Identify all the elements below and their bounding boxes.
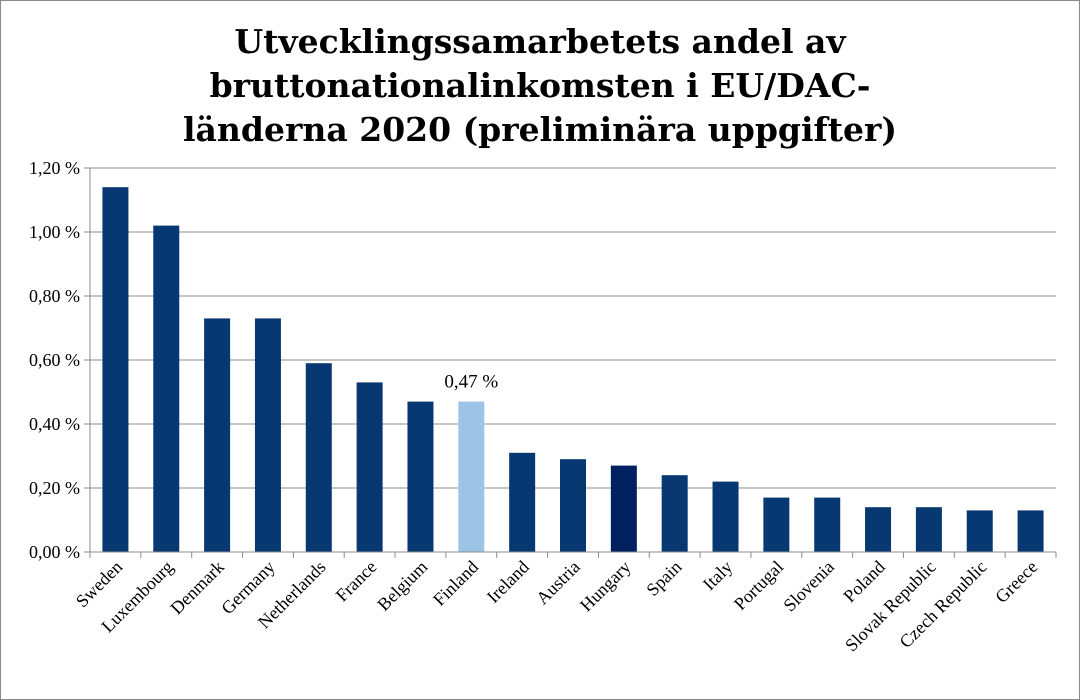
x-tick-label: Slovenia <box>779 557 838 616</box>
x-tick-label: Spain <box>642 557 685 600</box>
bar-poland <box>865 507 892 552</box>
bar-portugal <box>763 497 790 552</box>
x-tick-label: Poland <box>839 557 889 607</box>
x-tick-label: Ireland <box>483 557 533 607</box>
bar-sweden <box>102 187 129 552</box>
y-tick-label: 1,20 % <box>29 158 80 178</box>
bar-hungary <box>610 465 637 552</box>
bar-slovak-republic <box>915 507 942 552</box>
annotations: 0,47 % <box>444 372 498 393</box>
bar-finland <box>458 401 485 552</box>
x-axis-labels: SwedenLuxembourgDenmarkGermanyNetherland… <box>72 552 1057 656</box>
axes <box>89 168 1056 553</box>
bar-greece <box>1017 510 1044 552</box>
bar-spain <box>661 475 688 552</box>
x-tick-label: Belgium <box>373 557 431 615</box>
data-label: 0,47 % <box>444 372 498 393</box>
chart-title-line-1: Utvecklingssamarbetets andel av <box>234 22 846 61</box>
bar-austria <box>560 459 586 552</box>
bar-ireland <box>509 452 536 552</box>
bar-belgium <box>407 401 434 552</box>
chart-title-line-3: länderna 2020 (preliminära uppgifter) <box>183 110 897 149</box>
y-axis-ticks: 0,00 % 0,20 % 0,40 % 0,60 % 0,80 % 1,00 % 1,20… <box>29 158 90 562</box>
bar-italy <box>712 481 739 552</box>
x-tick-label: Portugal <box>730 557 787 614</box>
bar-germany <box>254 318 281 552</box>
chart-title-line-2: bruttonationalinkomsten i EU/DAC- <box>209 66 871 105</box>
x-tick-label: France <box>332 557 381 606</box>
x-tick-label: Czech Republic <box>895 557 990 652</box>
x-tick-label: Finland <box>429 557 482 610</box>
x-tick-label: Italy <box>699 557 736 594</box>
y-tick-label: 0,60 % <box>29 350 80 370</box>
y-tick-label: 0,20 % <box>29 478 80 498</box>
bar-slovenia <box>814 497 841 552</box>
bar-france <box>356 382 383 552</box>
bar-netherlands <box>305 363 332 552</box>
y-tick-label: 0,40 % <box>29 414 80 434</box>
y-tick-label: 1,00 % <box>29 222 80 242</box>
y-tick-label: 0,00 % <box>29 542 80 562</box>
x-tick-label: Slovak Republic <box>841 557 940 656</box>
bar-denmark <box>204 318 231 552</box>
bar-luxembourg <box>153 225 180 552</box>
bars <box>102 187 1044 552</box>
gridlines <box>90 167 1056 489</box>
bar-czech-republic <box>966 510 993 552</box>
y-tick-label: 0,80 % <box>29 286 80 306</box>
x-tick-label: Denmark <box>166 557 228 619</box>
x-tick-label: Greece <box>991 557 1041 607</box>
x-tick-label: Hungary <box>576 557 635 616</box>
